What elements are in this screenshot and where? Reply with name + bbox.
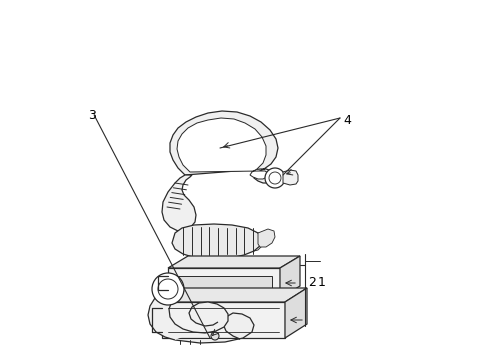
Polygon shape <box>283 170 298 185</box>
Polygon shape <box>280 256 300 298</box>
Circle shape <box>269 172 281 184</box>
Polygon shape <box>170 111 278 183</box>
Polygon shape <box>162 302 285 338</box>
Polygon shape <box>168 256 300 268</box>
Text: 4: 4 <box>343 113 351 126</box>
Text: 3: 3 <box>88 109 96 122</box>
Polygon shape <box>175 313 254 343</box>
Polygon shape <box>162 175 196 231</box>
Circle shape <box>265 168 285 188</box>
Circle shape <box>211 332 219 340</box>
Circle shape <box>152 273 184 305</box>
Circle shape <box>158 279 178 299</box>
Polygon shape <box>162 288 307 302</box>
Polygon shape <box>172 224 262 259</box>
Polygon shape <box>168 268 280 298</box>
Polygon shape <box>285 288 307 338</box>
Polygon shape <box>258 229 275 247</box>
Text: 1: 1 <box>318 275 326 288</box>
Polygon shape <box>177 118 268 179</box>
Polygon shape <box>148 289 228 340</box>
Polygon shape <box>176 276 272 290</box>
Text: 2: 2 <box>308 275 316 288</box>
Polygon shape <box>254 233 264 251</box>
